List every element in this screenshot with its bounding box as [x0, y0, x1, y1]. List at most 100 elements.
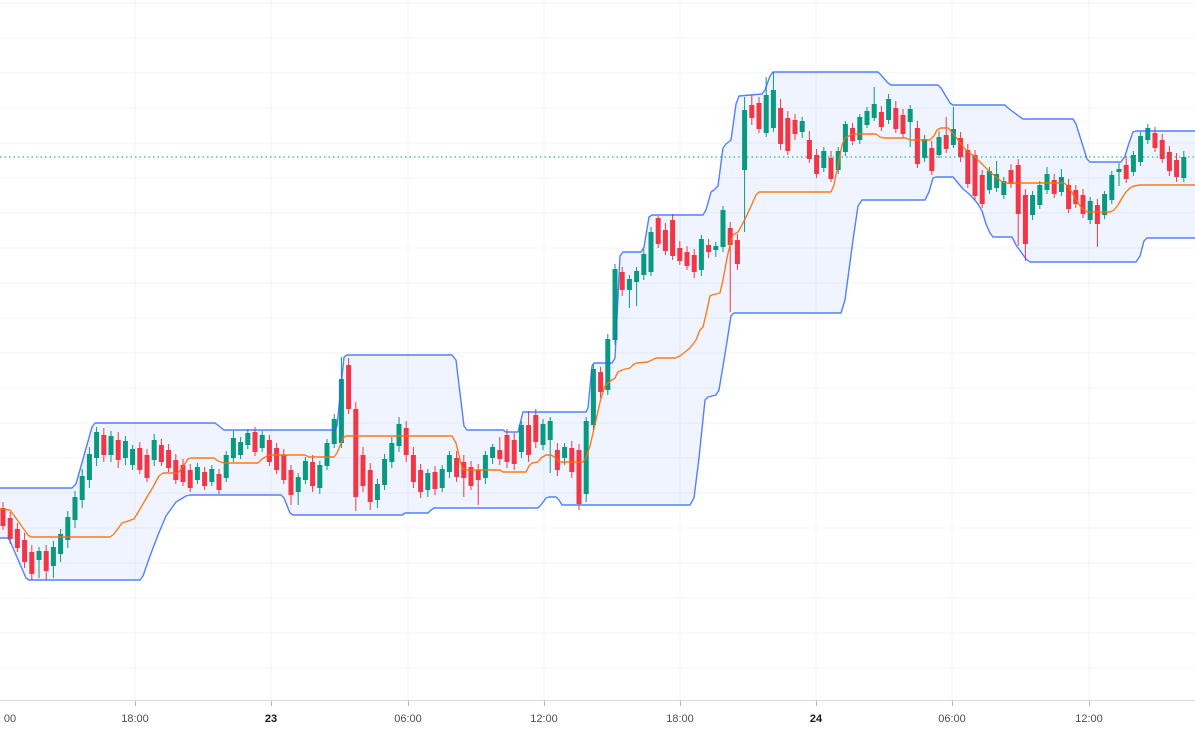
time-axis-tick	[408, 701, 409, 706]
candle-body	[389, 443, 395, 462]
candle-body	[886, 99, 892, 120]
time-axis-tick	[544, 701, 545, 706]
candle-body	[994, 174, 1000, 188]
candle-body	[353, 409, 359, 497]
candle-body	[864, 111, 870, 125]
candle-body	[605, 339, 611, 390]
candle-body	[670, 220, 676, 256]
candle-body	[245, 433, 251, 445]
candle-body	[756, 103, 762, 129]
candle-body	[360, 455, 366, 486]
candle-body	[612, 269, 618, 340]
candle-body	[310, 462, 316, 486]
candle-body	[230, 438, 236, 458]
candle-body	[569, 448, 575, 472]
candle-body	[173, 460, 179, 480]
candle-body	[281, 455, 287, 480]
candle-body	[634, 271, 640, 282]
candle-body	[216, 474, 222, 490]
candle-body	[194, 467, 200, 480]
candle-body	[317, 465, 323, 488]
time-axis-tick	[680, 701, 681, 706]
candle-body	[662, 230, 668, 251]
candle-body	[792, 120, 798, 134]
candle-body	[540, 424, 546, 445]
candle-body	[274, 448, 280, 470]
time-axis-label: 06:00	[394, 713, 422, 725]
candle-body	[1109, 175, 1115, 200]
candle-body	[29, 552, 35, 574]
candle-body	[763, 95, 769, 133]
price-chart-pane[interactable]	[0, 0, 1195, 700]
candlestick-chart-canvas[interactable]	[0, 0, 1195, 700]
candle-body	[828, 158, 834, 179]
candle-body	[943, 135, 949, 149]
candle-body	[713, 246, 719, 250]
candle-body	[115, 440, 121, 460]
candle-body	[58, 534, 64, 554]
candle-body	[14, 529, 20, 548]
candle-body	[526, 425, 532, 455]
candle-body	[950, 129, 956, 145]
candle-body	[425, 473, 431, 490]
candle-body	[972, 155, 978, 196]
candle-body	[367, 470, 373, 502]
time-axis[interactable]: 00 18:00 23 06:00 12:00 18:00 24 06:00 12:00	[0, 700, 1195, 737]
candle-body	[446, 455, 452, 472]
candle-body	[677, 248, 683, 261]
time-axis-tick	[952, 701, 953, 706]
candle-body	[144, 455, 150, 478]
time-axis-tick	[816, 701, 817, 706]
candle-body	[914, 128, 920, 164]
candle-body	[338, 379, 344, 443]
donchian-basis-line	[0, 127, 1195, 538]
time-axis-label-day: 24	[809, 713, 823, 725]
candle-body	[900, 115, 906, 134]
candle-body	[958, 138, 964, 157]
candle-body	[691, 255, 697, 272]
candle-body	[720, 210, 726, 247]
candle-body	[382, 459, 388, 485]
candle-body	[50, 547, 56, 566]
time-axis-tick	[135, 701, 136, 706]
time-axis-tick	[271, 701, 272, 706]
candle-body	[770, 90, 776, 128]
candle-body	[511, 440, 517, 464]
candle-body	[396, 424, 402, 446]
candle-body	[259, 435, 265, 448]
candle-body	[929, 148, 935, 171]
candle-body	[7, 518, 13, 539]
candle-body	[1030, 195, 1036, 215]
candle-body	[655, 218, 661, 244]
candle-body	[619, 272, 625, 290]
time-axis-label: 18:00	[121, 713, 149, 725]
candle-body	[209, 469, 215, 482]
candle-body	[1051, 180, 1057, 194]
candle-body	[1145, 128, 1151, 140]
candle-body	[778, 108, 784, 144]
candle-body	[1001, 181, 1007, 195]
candle-body	[547, 421, 553, 440]
candle-body	[857, 117, 863, 140]
candle-body	[799, 121, 805, 132]
candle-body	[475, 470, 481, 480]
candle-body	[0, 508, 6, 526]
candle-body	[151, 440, 157, 460]
candle-body	[922, 139, 928, 158]
time-axis-label: 12:00	[530, 713, 558, 725]
candle-body	[439, 469, 445, 488]
candle-body	[180, 465, 186, 482]
time-axis-label: 06:00	[938, 713, 966, 725]
candle-body	[1022, 195, 1028, 244]
candle-body	[223, 455, 229, 478]
candle-body	[22, 540, 28, 562]
candle-body	[43, 551, 49, 571]
candle-body	[468, 467, 474, 486]
candle-body	[1087, 201, 1093, 220]
candle-body	[158, 445, 164, 462]
candle-body	[533, 415, 539, 442]
candle-body	[1008, 170, 1014, 184]
candle-body	[65, 517, 71, 540]
candle-body	[238, 442, 244, 455]
candle-body	[252, 432, 258, 452]
